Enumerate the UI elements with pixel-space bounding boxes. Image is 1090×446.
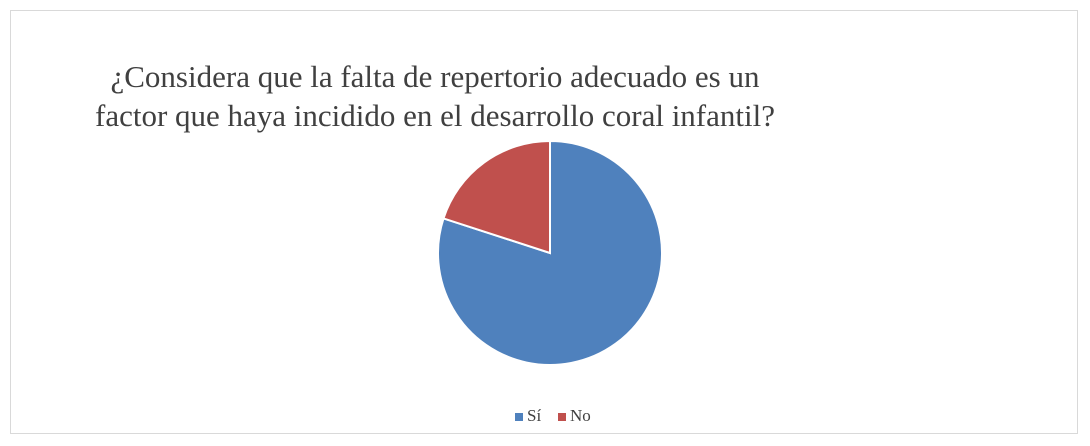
legend-swatch — [558, 413, 566, 421]
chart-title: ¿Considera que la falta de repertorio ad… — [95, 59, 775, 133]
chart-frame — [10, 10, 1078, 434]
pie-slice — [442, 139, 551, 255]
legend-swatch — [515, 413, 523, 421]
legend-label: Sí — [527, 406, 541, 425]
legend-label: No — [570, 406, 591, 425]
